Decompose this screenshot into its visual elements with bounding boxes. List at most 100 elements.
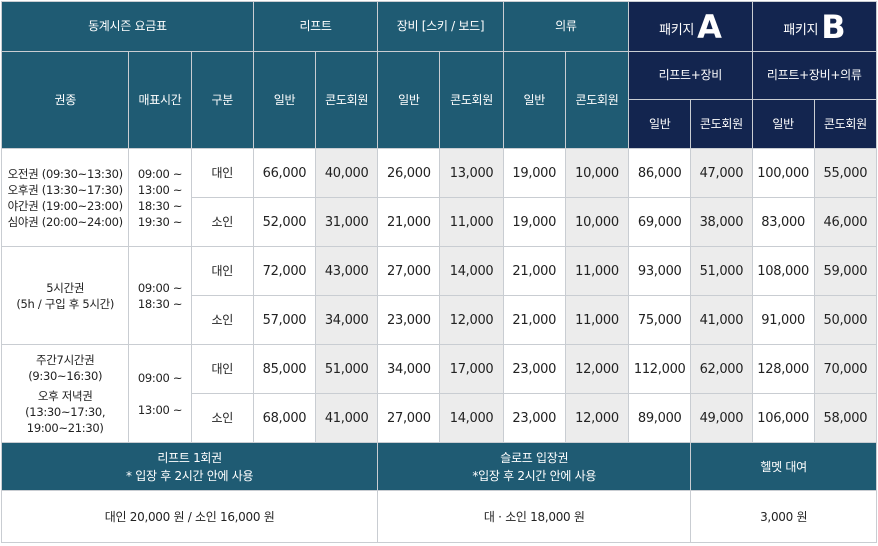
- pkg-a-general-header: 일반: [628, 99, 692, 149]
- pkg-a-condo-price: 49,000: [690, 393, 753, 443]
- time-line: 13:00 ~: [137, 182, 183, 197]
- package-a-desc: 리프트+장비: [628, 51, 753, 100]
- equip-condo-price: 13,000: [439, 148, 504, 198]
- lift-header: 리프트: [252, 1, 379, 52]
- time-line: 13:00 ~: [137, 402, 183, 417]
- lift-general-header: 일반: [252, 51, 317, 149]
- pkg-a-condo-price: 38,000: [690, 197, 753, 247]
- category-cell: 소인: [190, 295, 254, 345]
- equip-condo-price: 17,000: [439, 344, 504, 394]
- equip-general-price: 26,000: [377, 148, 441, 198]
- pkg-b-general-price: 91,000: [751, 295, 815, 345]
- ticket-type-cell: 5시간권 (5h / 구입 후 5시간): [0, 246, 130, 345]
- pkg-a-condo-price: 47,000: [690, 148, 753, 198]
- slope-entry-price: 대 · 소인 18,000 원: [377, 490, 692, 543]
- package-b-letter: B: [821, 7, 846, 46]
- lift-condo-price: 34,000: [315, 295, 379, 345]
- pkg-a-general-price: 75,000: [628, 295, 692, 345]
- slope-entry-title: 슬로프 입장권: [500, 450, 569, 465]
- equip-condo-price: 14,000: [439, 246, 504, 296]
- category-cell: 대인: [190, 148, 254, 198]
- time-line: 09:00 ~: [137, 370, 183, 385]
- equip-general-price: 27,000: [377, 393, 441, 443]
- equipment-header: 장비 [스키 / 보드]: [377, 1, 504, 52]
- helmet-rental-title: 헬멧 대여: [760, 459, 807, 474]
- table-row: 소인 57,000 34,000 23,000 12,000 21,000 11…: [2, 295, 878, 345]
- lift-condo-price: 40,000: [315, 148, 379, 198]
- cloth-general-price: 21,000: [502, 246, 566, 296]
- ticket-line: 오후권 (13:30~17:30): [7, 182, 123, 197]
- ticket-line: (5h / 구입 후 5시간): [16, 296, 115, 311]
- lift-general-price: 85,000: [252, 344, 317, 394]
- pkg-a-condo-price: 62,000: [690, 344, 753, 394]
- time-line: 09:00 ~: [137, 280, 183, 295]
- ticket-line: 오후 저녁권: [37, 388, 93, 403]
- cloth-condo-header: 콘도회원: [564, 51, 630, 149]
- lift-general-price: 66,000: [252, 148, 317, 198]
- equip-condo-price: 11,000: [439, 197, 504, 247]
- equip-general-header: 일반: [377, 51, 441, 149]
- sale-time-header: 매표시간: [128, 51, 192, 149]
- table-row: 주간7시간권 (9:30~16:30) 오후 저녁권 (13:30~17:30,…: [0, 344, 878, 443]
- slope-entry-header: 슬로프 입장권 *입장 후 2시간 안에 사용: [377, 442, 692, 491]
- pkg-b-condo-price: 58,000: [813, 393, 878, 443]
- time-line: 09:00 ~: [137, 166, 183, 181]
- cloth-condo-price: 12,000: [564, 393, 630, 443]
- pkg-b-general-header: 일반: [751, 99, 815, 149]
- table-title: 동계시즌 요금표: [1, 1, 254, 52]
- slope-entry-note: *입장 후 2시간 안에 사용: [472, 468, 597, 483]
- helmet-rental-header: 헬멧 대여: [690, 442, 877, 491]
- cloth-condo-price: 10,000: [564, 148, 630, 198]
- lift-condo-price: 51,000: [315, 344, 379, 394]
- table-row: 오전권 (09:30~13:30) 오후권 (13:30~17:30) 야간권 …: [0, 148, 878, 247]
- pkg-b-condo-price: 55,000: [813, 148, 878, 198]
- table-row: 소인 52,000 31,000 21,000 11,000 19,000 10…: [2, 197, 878, 247]
- pkg-b-condo-header: 콘도회원: [813, 99, 878, 149]
- lift-general-price: 52,000: [252, 197, 317, 247]
- ticket-line: (13:30~17:30,: [25, 404, 106, 419]
- lift-single-ride-header: 리프트 1회권 * 입장 후 2시간 안에 사용: [0, 442, 379, 491]
- pkg-b-general-price: 100,000: [751, 148, 815, 198]
- cloth-condo-price: 12,000: [564, 344, 630, 394]
- pkg-a-condo-price: 51,000: [690, 246, 753, 296]
- cloth-condo-price: 10,000: [564, 197, 630, 247]
- pkg-b-general-price: 108,000: [751, 246, 815, 296]
- time-line: 19:30 ~: [137, 214, 183, 229]
- ticket-type-header: 권종: [0, 51, 130, 149]
- package-b-desc: 리프트+장비+의류: [751, 51, 878, 100]
- cloth-condo-price: 11,000: [564, 246, 630, 296]
- pkg-b-general-price: 128,000: [751, 344, 815, 394]
- pkg-a-condo-header: 콘도회원: [690, 99, 753, 149]
- package-a-letter: A: [697, 7, 722, 46]
- lift-general-price: 72,000: [252, 246, 317, 296]
- pkg-b-condo-price: 50,000: [813, 295, 878, 345]
- category-cell: 소인: [190, 197, 254, 247]
- package-b-header: 패키지B: [751, 1, 878, 52]
- package-b-prefix: 패키지: [783, 22, 819, 38]
- helmet-rental-price: 3,000 원: [690, 490, 877, 543]
- cloth-general-price: 23,000: [502, 344, 566, 394]
- cloth-general-price: 19,000: [502, 197, 566, 247]
- ticket-line: (9:30~16:30): [28, 368, 103, 383]
- table-row: 5시간권 (5h / 구입 후 5시간) 09:00 ~ 18:30 ~ 대인 …: [0, 246, 878, 345]
- ticket-line: 오전권 (09:30~13:30): [7, 166, 123, 181]
- pkg-b-condo-price: 59,000: [813, 246, 878, 296]
- lift-condo-price: 43,000: [315, 246, 379, 296]
- pkg-a-condo-price: 41,000: [690, 295, 753, 345]
- ticket-line: 19:00~21:30): [26, 420, 104, 435]
- pkg-b-condo-price: 70,000: [813, 344, 878, 394]
- ticket-line: 주간7시간권: [36, 352, 95, 367]
- clothing-header: 의류: [502, 1, 630, 52]
- category-header: 구분: [190, 51, 254, 149]
- lift-single-ride-price: 대인 20,000 원 / 소인 16,000 원: [0, 490, 379, 543]
- lift-single-ride-note: * 입장 후 2시간 안에 사용: [125, 468, 254, 483]
- category-cell: 소인: [190, 393, 254, 443]
- ticket-line: 심야권 (20:00~24:00): [7, 214, 123, 229]
- pkg-a-general-price: 112,000: [628, 344, 692, 394]
- lift-condo-header: 콘도회원: [315, 51, 379, 149]
- equip-general-price: 27,000: [377, 246, 441, 296]
- pkg-a-general-price: 69,000: [628, 197, 692, 247]
- ticket-type-cell: 주간7시간권 (9:30~16:30) 오후 저녁권 (13:30~17:30,…: [0, 344, 130, 443]
- lift-condo-price: 41,000: [315, 393, 379, 443]
